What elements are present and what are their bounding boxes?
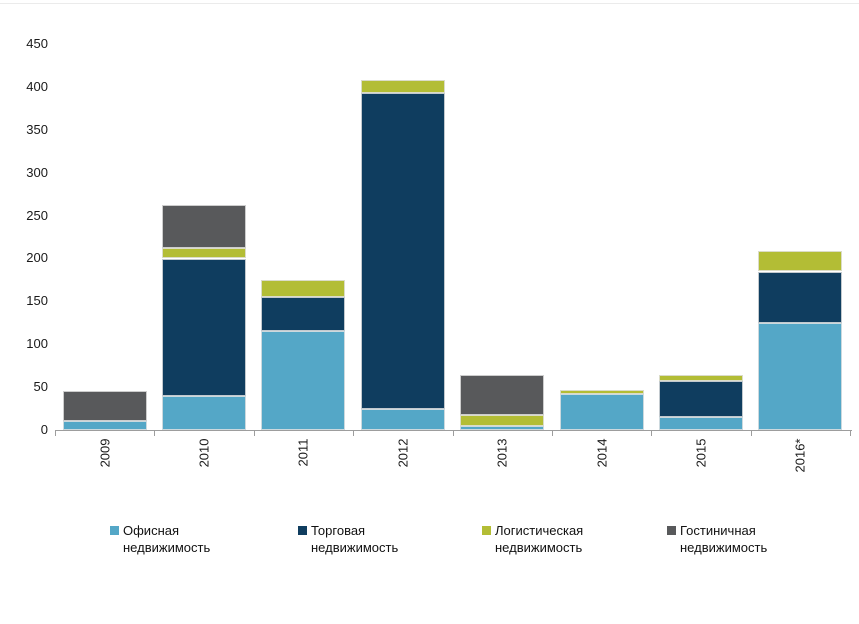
x-axis-category-label: 2011 (295, 438, 311, 467)
legend-label-line1: Логистическая (495, 523, 584, 538)
x-axis-category-label: 2014 (594, 438, 610, 468)
bar-segment-series-1 (758, 271, 843, 323)
bar-segment-series-2 (460, 414, 545, 426)
bar-segment-series-2 (658, 375, 743, 382)
x-axis-category-label: 2012 (395, 438, 411, 468)
y-axis-tick-label: 400 (26, 78, 48, 94)
bar-segment-series-0 (261, 331, 346, 430)
x-axis-tick (154, 431, 155, 436)
x-axis-tick (850, 431, 851, 436)
bar-segment-series-0 (658, 417, 743, 430)
x-axis-tick (751, 431, 752, 436)
x-axis-line (55, 430, 852, 431)
stacked-bar-2015 (658, 375, 743, 430)
x-axis-category-label: 2013 (494, 438, 510, 468)
bar-segment-series-1 (360, 92, 445, 409)
legend-label-line1: Торговая (311, 523, 366, 538)
y-axis-tick-label: 450 (26, 36, 48, 51)
legend-label: Логистическая недвижимость (495, 522, 583, 556)
legend-swatch-icon (110, 526, 119, 535)
bar-segment-series-3 (62, 391, 147, 422)
stacked-bar-2009 (62, 391, 147, 430)
bar-segment-series-2 (261, 280, 346, 298)
legend-label-line2: недвижимость (123, 540, 211, 555)
y-axis-tick-label: 350 (26, 121, 48, 137)
legend-label: Офисная недвижимость (123, 522, 210, 556)
x-axis-tick (651, 431, 652, 436)
bar-segment-series-0 (360, 409, 445, 430)
bar-segment-series-0 (62, 421, 147, 430)
stacked-bar-2011 (261, 279, 346, 430)
bar-segment-series-2 (559, 389, 644, 394)
stacked-bar-2010 (162, 205, 247, 430)
legend-swatch-icon (298, 526, 307, 535)
x-axis-category-label: 2016* (792, 438, 808, 473)
bar-segment-series-2 (758, 251, 843, 272)
legend-swatch-icon (482, 526, 491, 535)
x-axis-tick (353, 431, 354, 436)
legend-swatch-icon (667, 526, 676, 535)
legend-label-line2: недвижимость (311, 540, 399, 555)
bar-segment-series-0 (162, 396, 247, 430)
x-axis-category-label: 2010 (196, 438, 212, 468)
chart-legend: Офисная недвижимость Торговая недвижимость Л… (0, 522, 859, 572)
plot-area: 0 50 100 150 200 250 300 350 400 450 2009 2010 2011 2… (26, 36, 852, 473)
y-axis-tick-label: 250 (26, 207, 48, 223)
y-axis-tick-label: 0 (40, 422, 48, 437)
legend-label: Торговая недвижимость (311, 522, 398, 556)
bar-segment-series-1 (162, 258, 247, 396)
bar-segment-series-3 (460, 374, 545, 415)
y-axis-tick-label: 150 (26, 293, 48, 309)
y-axis-tick-label: 50 (33, 379, 48, 395)
legend-label: Гостиничная недвижимость (680, 522, 767, 556)
legend-label-line2: недвижимость (680, 540, 768, 555)
bar-segment-series-1 (658, 381, 743, 418)
stacked-bar-2016 (758, 251, 843, 430)
bar-segment-series-2 (162, 248, 247, 259)
legend-label-line2: недвижимость (495, 540, 583, 555)
bar-segment-series-0 (559, 394, 644, 430)
x-axis-tick (453, 431, 454, 436)
stacked-bar-2013 (460, 374, 545, 430)
bar-segment-series-2 (360, 79, 445, 93)
y-axis-tick-label: 300 (26, 164, 48, 180)
top-divider-line (0, 3, 859, 4)
x-axis-category-label: 2015 (693, 438, 709, 468)
y-axis-tick-label: 200 (26, 250, 48, 266)
x-axis-category-label: 2009 (97, 438, 113, 468)
bar-segment-series-1 (261, 297, 346, 332)
legend-label-line1: Гостиничная (680, 523, 756, 538)
x-axis-tick (254, 431, 255, 436)
bar-segment-series-0 (460, 426, 545, 430)
stacked-bar-2012 (360, 79, 445, 430)
stacked-bar-2014 (559, 389, 644, 430)
bar-segment-series-0 (758, 323, 843, 430)
y-axis-tick-label: 100 (26, 336, 48, 352)
bar-segment-series-3 (162, 205, 247, 249)
x-axis-tick (55, 431, 56, 436)
x-axis-tick (552, 431, 553, 436)
legend-label-line1: Офисная (123, 523, 180, 538)
